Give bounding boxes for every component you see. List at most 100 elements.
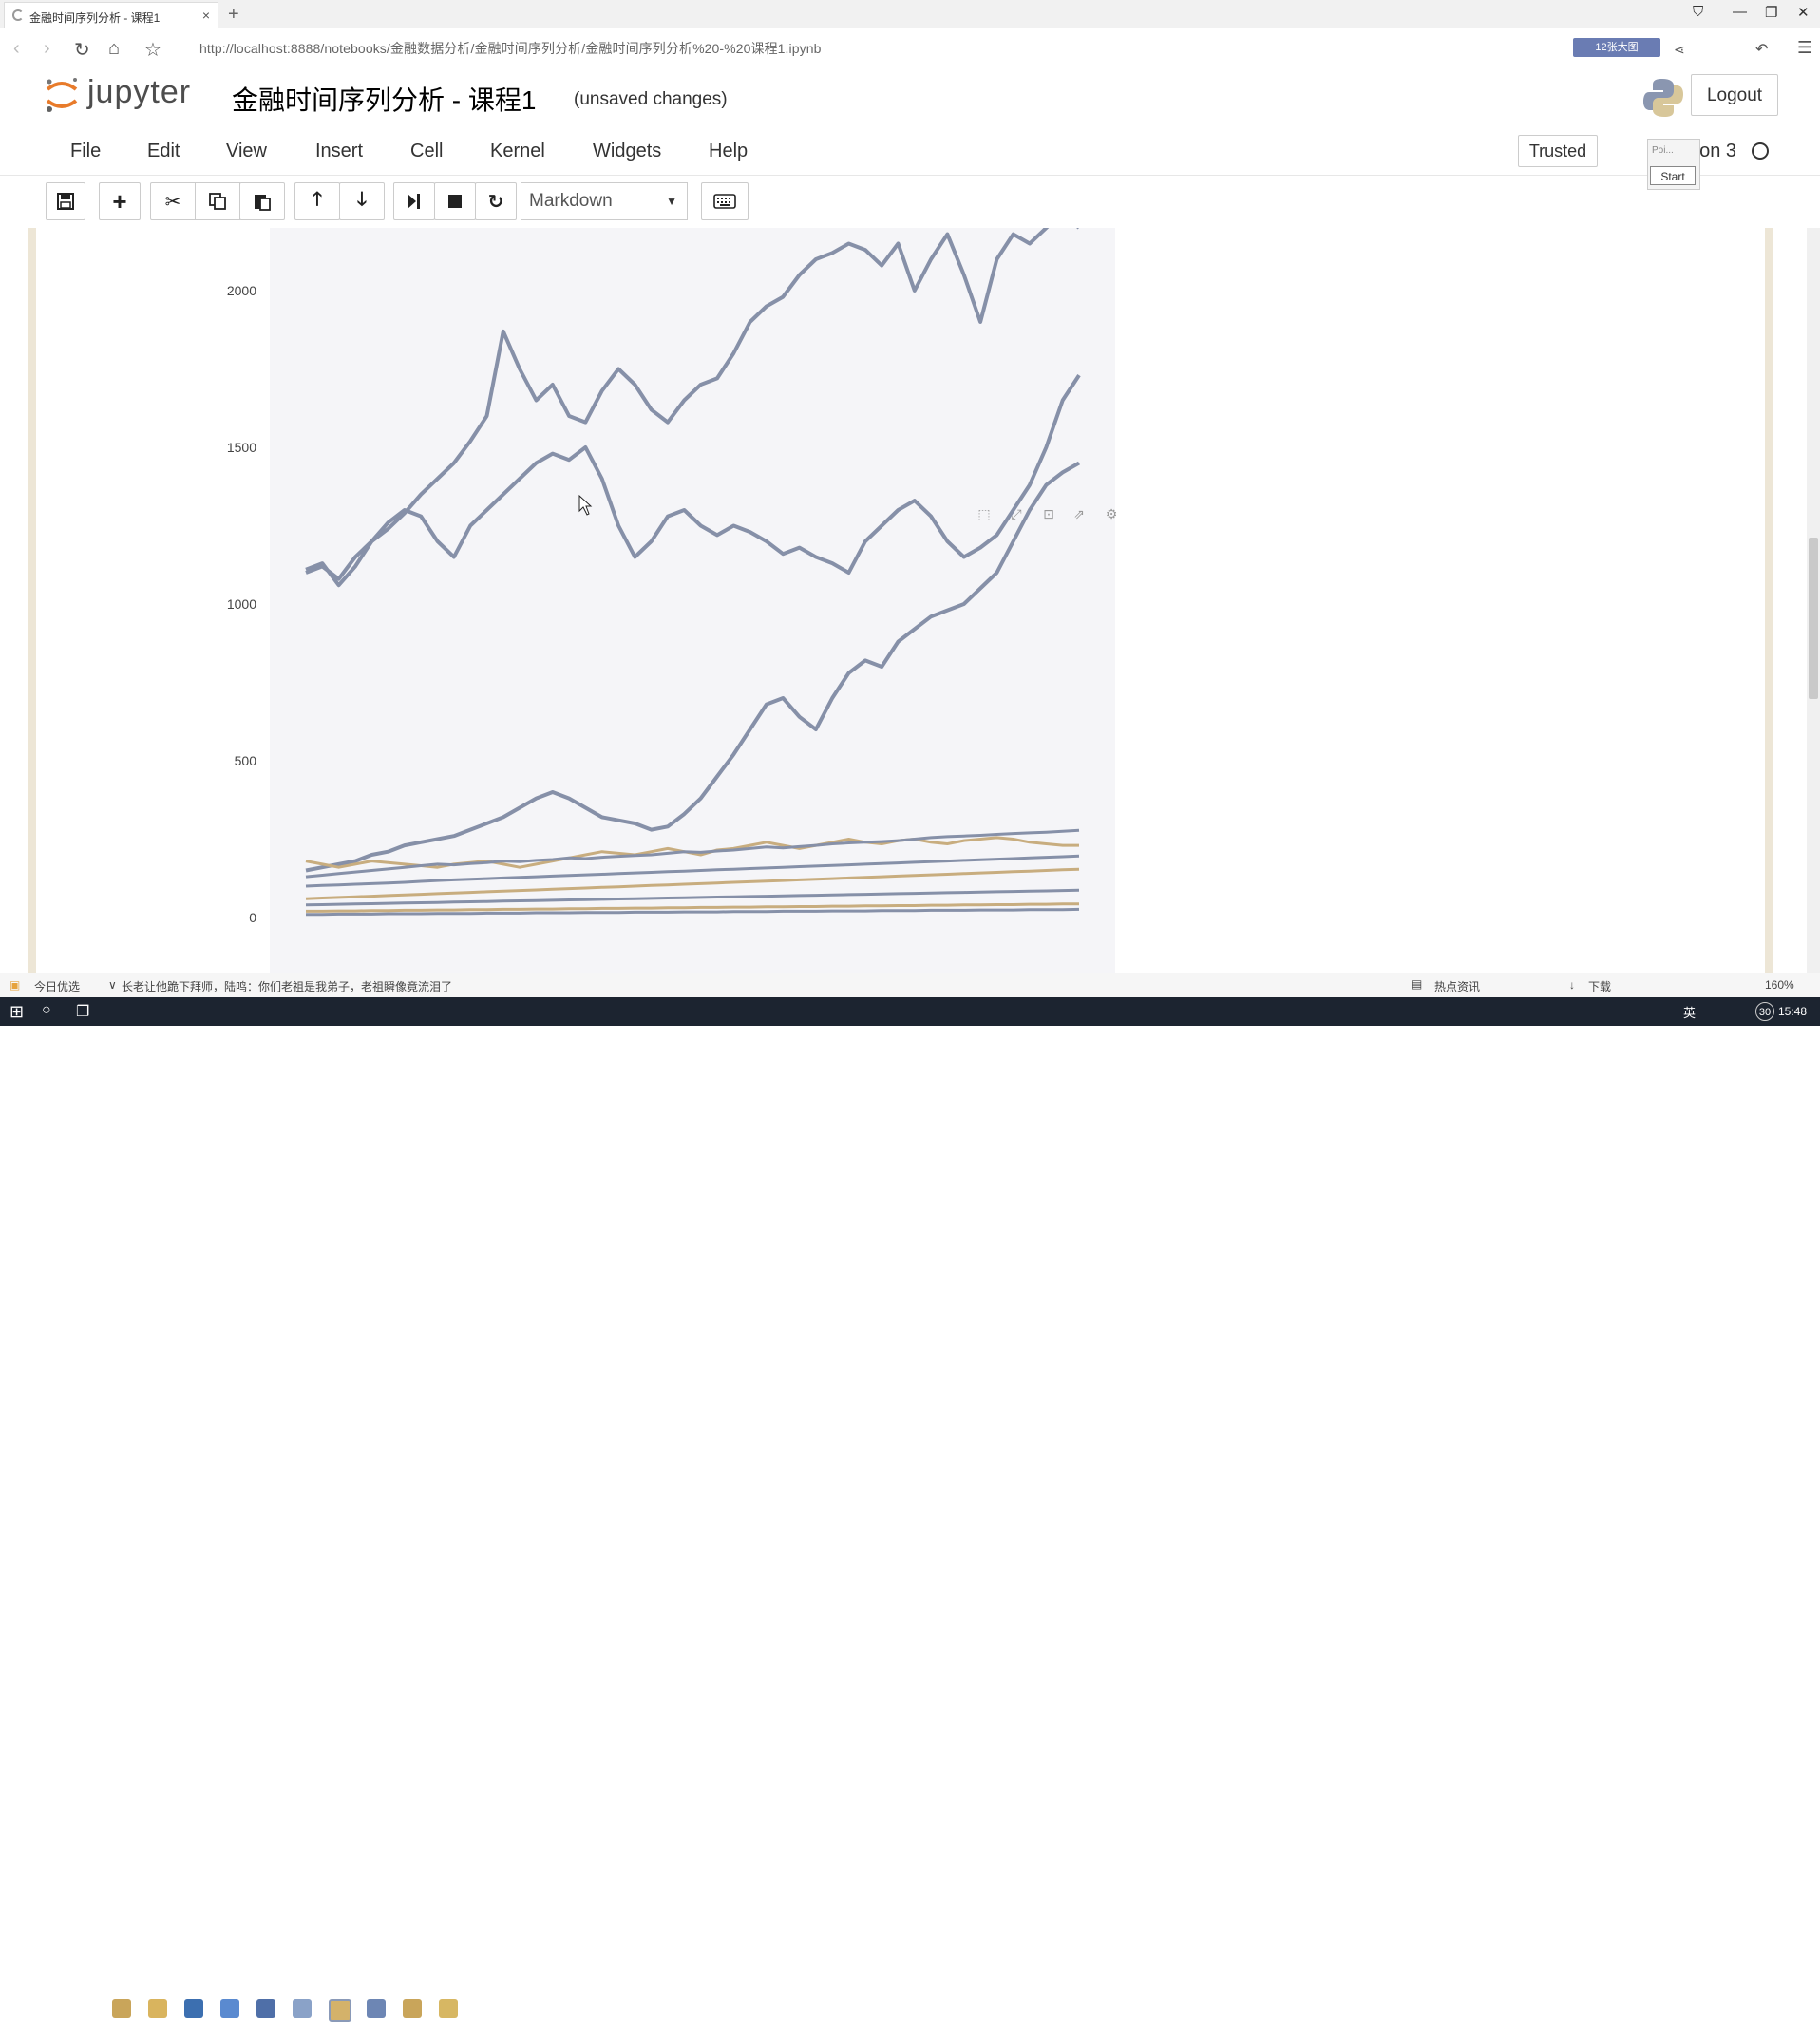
series-line — [305, 888, 1080, 907]
star-icon[interactable]: ☆ — [144, 40, 161, 61]
undo-icon[interactable]: ↶ — [1755, 42, 1769, 58]
scrollbar-thumb[interactable] — [1809, 538, 1818, 699]
status-today[interactable]: 今日优选 — [34, 980, 81, 993]
status-download[interactable]: 下载 — [1588, 980, 1612, 993]
menu-view[interactable]: View — [226, 141, 267, 161]
share-icon[interactable]: ⋖ — [1674, 42, 1685, 57]
move-up-button[interactable]: 🡑 — [294, 182, 340, 220]
tab-title: 金融时间序列分析 - 课程1 — [29, 11, 161, 25]
browser-tab[interactable]: 金融时间序列分析 - 课程1 × — [4, 2, 218, 28]
folder-icon[interactable] — [148, 1999, 167, 2018]
forward-icon[interactable]: › — [44, 38, 50, 59]
jupyter-header — [0, 66, 1820, 127]
paste-button[interactable] — [239, 182, 285, 220]
restore-icon[interactable]: ❐ — [1765, 5, 1778, 21]
y-tick-label: 2000 — [227, 283, 256, 298]
keyboard-icon — [713, 194, 736, 209]
restart-icon: ↻ — [487, 191, 504, 213]
python-logo-icon — [1643, 79, 1683, 117]
menu-insert[interactable]: Insert — [315, 141, 364, 161]
extension-badge[interactable]: 12张大图 — [1573, 38, 1660, 57]
save-icon — [57, 193, 74, 210]
task-view-icon[interactable]: ❐ — [76, 1004, 90, 1020]
download-icon[interactable]: ⊡ — [1043, 506, 1054, 521]
popup-start-button[interactable]: Start — [1650, 166, 1696, 185]
logout-button[interactable]: Logout — [1691, 74, 1778, 116]
app-icon-2[interactable] — [184, 1999, 203, 2018]
select-icon[interactable]: ⬚ — [977, 506, 991, 521]
tab-close-icon[interactable]: × — [201, 8, 210, 23]
settings-gear-icon[interactable]: ⚙ — [1105, 506, 1118, 521]
kernel-name[interactable]: non 3 — [1689, 141, 1737, 161]
cell-type-value: Markdown — [529, 191, 613, 211]
cut-button[interactable]: ✂ — [150, 182, 196, 220]
menu-help[interactable]: Help — [709, 141, 749, 161]
app-icon-4[interactable] — [256, 1999, 275, 2018]
fullscreen-icon[interactable]: ⤢ — [1011, 506, 1022, 521]
series-line — [305, 867, 1080, 900]
app-icon-5[interactable] — [293, 1999, 312, 2018]
command-palette-button[interactable] — [701, 182, 749, 220]
notebook-title[interactable]: 金融时间序列分析 - 课程1 — [232, 85, 537, 115]
status-hot[interactable]: 热点资讯 — [1434, 980, 1481, 993]
menu-widgets[interactable]: Widgets — [593, 141, 662, 161]
windows-taskbar: ⊞ ○ ❐ 英 30 — [0, 997, 1820, 2022]
run-icon — [408, 194, 420, 209]
home-icon[interactable]: ⌂ — [108, 38, 121, 59]
shirt-icon[interactable]: ⛉ — [1693, 4, 1704, 20]
series-group — [305, 228, 1081, 917]
series-line — [305, 228, 1079, 581]
active-browser-icon[interactable] — [329, 1999, 351, 2022]
app-icon-6[interactable] — [367, 1999, 386, 2018]
plus-icon: + — [112, 186, 127, 216]
app-icon-1[interactable] — [112, 1999, 131, 2018]
floating-popup: Poi... Start — [1647, 139, 1700, 190]
news-icon: ▤ — [1412, 977, 1423, 991]
menu-file[interactable]: File — [70, 141, 102, 161]
new-tab-button[interactable]: + — [228, 4, 239, 25]
paste-icon — [255, 195, 271, 211]
jupyter-logo-icon[interactable] — [44, 76, 80, 114]
interrupt-button[interactable] — [434, 182, 476, 220]
cell-type-select[interactable]: Markdown ▼ — [521, 182, 688, 220]
app-icon-7[interactable] — [403, 1999, 422, 2018]
minimize-icon[interactable]: — — [1733, 4, 1747, 20]
gift-icon: ▣ — [9, 978, 21, 992]
notification-badge[interactable]: 30 — [1755, 1002, 1774, 1021]
insert-cell-button[interactable]: + — [99, 182, 141, 220]
search-icon[interactable]: ○ — [42, 1002, 51, 1018]
download-arrow-icon: ↓ — [1569, 978, 1575, 992]
y-tick-label: 0 — [249, 910, 256, 925]
plot-background — [270, 228, 1115, 973]
app-icon-3[interactable] — [220, 1999, 239, 2018]
copy-button[interactable] — [195, 182, 240, 220]
line-chart[interactable]: 2000 1500 1000 500 0 — [0, 228, 1795, 973]
app-icon-8[interactable] — [439, 1999, 458, 2018]
windows-start-icon[interactable]: ⊞ — [9, 1002, 25, 1021]
y-tick-label: 1500 — [227, 440, 256, 455]
menu-edit[interactable]: Edit — [147, 141, 180, 161]
y-tick-label: 500 — [235, 753, 257, 768]
loading-icon — [12, 9, 24, 21]
close-window-icon[interactable]: ✕ — [1797, 5, 1810, 21]
menu-icon[interactable]: ☰ — [1797, 38, 1813, 57]
back-icon[interactable]: ‹ — [13, 38, 20, 59]
refresh-icon[interactable]: ↻ — [74, 40, 90, 61]
status-chevron-icon: ∨ — [108, 978, 117, 992]
ime-indicator[interactable]: 英 — [1683, 1006, 1697, 1020]
export-icon[interactable]: ⇗ — [1073, 506, 1085, 521]
jupyter-logo-text[interactable]: jupyter — [87, 74, 192, 110]
menu-kernel[interactable]: Kernel — [490, 141, 545, 161]
move-down-button[interactable]: 🡓 — [339, 182, 385, 220]
save-status: (unsaved changes) — [574, 89, 728, 109]
trusted-indicator[interactable]: Trusted — [1518, 135, 1598, 167]
menu-cell[interactable]: Cell — [410, 141, 444, 161]
url-field[interactable]: http://localhost:8888/notebooks/金融数据分析/金… — [199, 41, 822, 56]
run-button[interactable] — [393, 182, 435, 220]
browser-status-bar: ▣ 今日优选 ∨ 长老让他跪下拜师，陆鸣：你们老祖是我弟子，老祖瞬像竟流泪了 ▤… — [0, 973, 1820, 998]
save-button[interactable] — [46, 182, 85, 220]
popup-text: Poi... — [1652, 145, 1674, 156]
zoom-level[interactable]: 160% — [1765, 978, 1794, 992]
status-news[interactable]: 长老让他跪下拜师，陆鸣：你们老祖是我弟子，老祖瞬像竟流泪了 — [122, 980, 453, 993]
restart-button[interactable]: ↻ — [475, 182, 517, 220]
